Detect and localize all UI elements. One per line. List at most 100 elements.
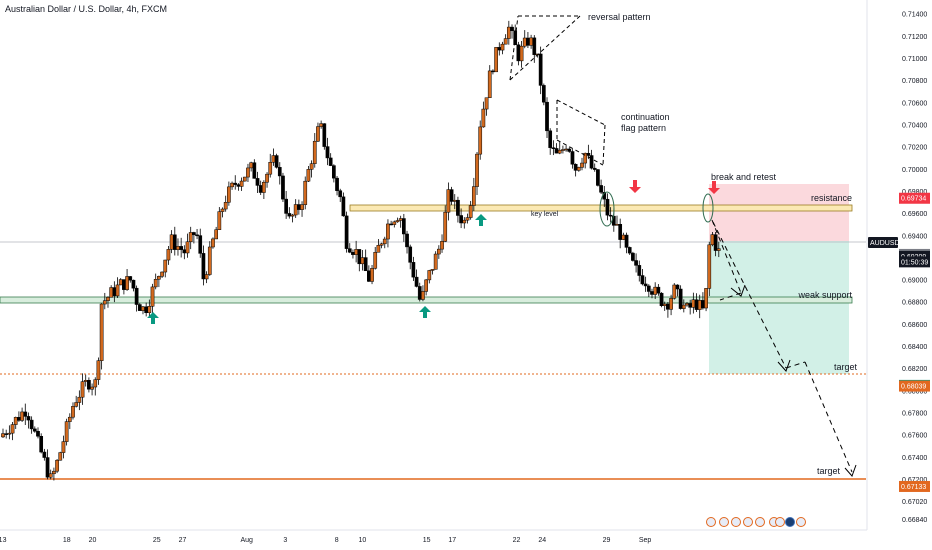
weak-support-band: [0, 296, 853, 304]
candle-body: [551, 147, 556, 149]
candle-body: [169, 234, 174, 250]
annotation-reversal-pattern: reversal pattern: [588, 12, 651, 22]
candle-body: [656, 286, 661, 294]
candle-body: [662, 303, 667, 306]
x-tick-label: 20: [89, 537, 97, 544]
chart-title: Australian Dollar / U.S. Dollar, 4h, FXC…: [5, 4, 168, 14]
candle-body: [701, 300, 705, 309]
candle-body: [456, 199, 460, 216]
candle-body: [379, 243, 384, 246]
candle-body: [608, 214, 613, 217]
candle-body: [643, 283, 648, 287]
candle-body: [526, 37, 530, 46]
event-flag-icon: [743, 517, 753, 527]
candle-body: [487, 70, 492, 98]
y-tick-label: 0.67400: [902, 455, 927, 462]
candle-body: [634, 260, 638, 266]
candle-body: [58, 452, 63, 461]
candle-body: [627, 247, 632, 254]
candle-body: [481, 108, 486, 128]
candle-body: [246, 167, 250, 178]
candle-body: [573, 163, 578, 171]
candle-body: [325, 146, 330, 159]
y-tick-label: 0.69000: [902, 278, 927, 285]
candle-body: [52, 470, 56, 475]
candle-body: [90, 386, 94, 390]
candle-body: [312, 140, 317, 164]
candle-body: [306, 169, 311, 182]
candle-body: [182, 249, 187, 254]
y-tick-label: 0.66840: [902, 517, 927, 524]
candle-body: [150, 286, 155, 307]
candle-body: [141, 306, 145, 311]
price-tag: [899, 256, 930, 268]
candle-body: [491, 70, 495, 73]
candle-body: [233, 182, 238, 185]
flag-pattern-drawing: [556, 99, 606, 166]
candle-body: [236, 184, 241, 187]
reward-zone: [709, 241, 849, 374]
candle-body: [713, 234, 718, 251]
candle-body: [344, 215, 349, 249]
candle-body: [217, 211, 222, 230]
candle-body: [87, 380, 91, 390]
candle-body: [389, 223, 393, 226]
x-tick-label: 18: [63, 537, 71, 544]
candle-body: [376, 245, 381, 253]
x-tick-label: 10: [358, 537, 366, 544]
candle-body: [80, 381, 85, 398]
candle-body: [157, 276, 161, 280]
candle-body: [468, 205, 473, 218]
candle-body: [424, 279, 428, 292]
candle-body: [20, 411, 24, 421]
candle-body: [32, 428, 37, 432]
candle-body: [465, 217, 470, 221]
candle-body: [691, 299, 696, 308]
candle-body: [201, 253, 206, 280]
y-tick-label: 0.68400: [902, 344, 927, 351]
candle-body: [204, 274, 209, 280]
candle-body: [360, 257, 365, 265]
candle-body: [516, 44, 521, 62]
candle-body: [433, 253, 438, 270]
candle-body: [414, 276, 419, 287]
candle-body: [74, 402, 79, 407]
risk-zone: [709, 184, 849, 241]
candle-body: [678, 288, 683, 309]
candle-body: [316, 126, 320, 142]
candle-body: [589, 155, 594, 169]
y-tick-label: 0.68000: [902, 388, 927, 395]
candle-body: [195, 234, 199, 237]
candle-body: [402, 218, 406, 235]
candle-body: [471, 186, 476, 206]
candle-body: [567, 148, 572, 152]
y-tick-label: 0.71000: [902, 56, 927, 63]
x-axis-ticks: 13 18 20 25 27 Aug 3 8 10 15 17 22 24 29 Sep: [0, 537, 651, 544]
candle-body: [405, 233, 409, 248]
candle-body: [576, 167, 581, 171]
candle-body: [621, 234, 626, 240]
candle-body: [631, 252, 635, 261]
candle-body: [207, 246, 212, 275]
candle-body: [363, 257, 368, 272]
candle-body: [694, 299, 699, 310]
candle-body: [287, 213, 292, 217]
candle-body: [144, 306, 149, 313]
candle-body: [252, 162, 257, 179]
candle-body: [166, 249, 171, 261]
y-axis-ticks: 0.71400 0.71200 0.71000 0.70800 0.70600 0.704…: [902, 12, 927, 524]
candle-body: [583, 152, 588, 164]
projection-arrows: [711, 219, 853, 473]
candle-body: [230, 182, 234, 188]
economic-event-icons[interactable]: [706, 517, 806, 527]
support-arrows: [147, 214, 487, 324]
event-flag-icon: [706, 517, 716, 527]
candle-body: [147, 306, 152, 313]
candle-body: [446, 189, 451, 213]
candle-body: [211, 238, 215, 248]
y-tick-label: 0.67020: [902, 499, 927, 506]
y-tick-label: 0.69400: [902, 233, 927, 240]
x-tick-label: 27: [179, 537, 187, 544]
candle-body: [39, 436, 44, 453]
